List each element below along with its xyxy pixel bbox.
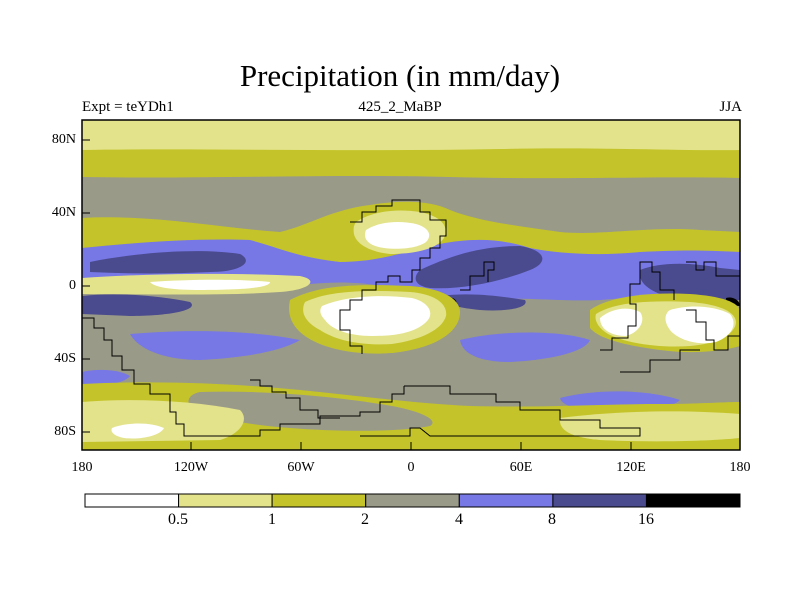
patch-south-white bbox=[111, 423, 164, 439]
colorbar-box bbox=[458, 493, 554, 508]
streak-dark-blue-1 bbox=[90, 251, 246, 274]
coast-indonesia bbox=[600, 261, 675, 351]
patch-south-blue-1 bbox=[460, 332, 590, 362]
band-north-olive bbox=[82, 148, 740, 179]
spot-black-2 bbox=[726, 297, 740, 306]
streak-dark-blue-5 bbox=[639, 263, 740, 301]
patch-south-blue-3 bbox=[82, 369, 130, 385]
lat-label-40s: 40S bbox=[54, 351, 76, 366]
band-equatorial-white bbox=[150, 279, 270, 290]
colorbar-box bbox=[645, 493, 741, 508]
lat-label-80s: 80S bbox=[54, 424, 76, 439]
coast-south-america bbox=[250, 379, 340, 419]
coast-east-asia bbox=[460, 261, 495, 291]
lon-label-60e: 60E bbox=[509, 460, 533, 475]
experiment-label: Expt = teYDh1 bbox=[82, 99, 174, 115]
lat-label-40n: 40N bbox=[51, 205, 76, 220]
band-south-grey bbox=[188, 391, 433, 431]
coast-antarctica bbox=[360, 385, 641, 437]
coast-americas bbox=[82, 317, 405, 437]
band-south-light-east bbox=[559, 411, 740, 442]
chart-title: Precipitation (in mm/day) bbox=[239, 58, 561, 93]
coast-north-africa-europe bbox=[339, 199, 447, 354]
colorbar-label-4: 4 bbox=[455, 511, 463, 528]
coast-southern-ocean bbox=[620, 349, 700, 373]
lat-label-80n: 80N bbox=[51, 132, 76, 147]
coast-pacific-islands bbox=[686, 261, 740, 277]
band-south-blue bbox=[130, 331, 300, 360]
streak-dark-blue-2 bbox=[415, 246, 543, 289]
map-fill bbox=[82, 120, 740, 450]
colorbar-box bbox=[271, 493, 367, 508]
colorbar-label-0-5: 0.5 bbox=[168, 511, 188, 528]
colorbar-label-16: 16 bbox=[638, 511, 654, 528]
lon-label-120e: 120E bbox=[616, 460, 646, 475]
tick-marks bbox=[82, 139, 632, 450]
colorbar-label-8: 8 bbox=[548, 511, 556, 528]
colorbar-box bbox=[178, 493, 273, 508]
lon-label-120w: 120W bbox=[173, 460, 209, 475]
region-mediterranean-white bbox=[364, 222, 430, 249]
colorbar-box bbox=[84, 493, 180, 508]
region-australia-white-east bbox=[665, 306, 734, 344]
coastlines bbox=[82, 199, 740, 437]
colorbar bbox=[84, 493, 741, 508]
colorbar-box bbox=[552, 493, 648, 508]
lat-label-0: 0 bbox=[69, 278, 76, 293]
period-label: 425_2_MaBP bbox=[358, 99, 442, 115]
colorbar-box bbox=[365, 493, 460, 508]
colorbar-label-2: 2 bbox=[361, 511, 369, 528]
colorbar-label-1: 1 bbox=[268, 511, 276, 528]
season-label: JJA bbox=[719, 99, 742, 115]
lon-label-180w: 180 bbox=[71, 460, 93, 475]
coast-australia bbox=[686, 309, 740, 351]
streak-dark-blue-4 bbox=[440, 294, 526, 311]
lon-label-0: 0 bbox=[407, 460, 415, 475]
lon-label-180e: 180 bbox=[729, 460, 751, 475]
region-australia-white-west bbox=[600, 308, 643, 336]
lon-label-60w: 60W bbox=[287, 460, 315, 475]
region-africa-white bbox=[320, 296, 431, 336]
streak-dark-blue-3 bbox=[82, 294, 192, 316]
